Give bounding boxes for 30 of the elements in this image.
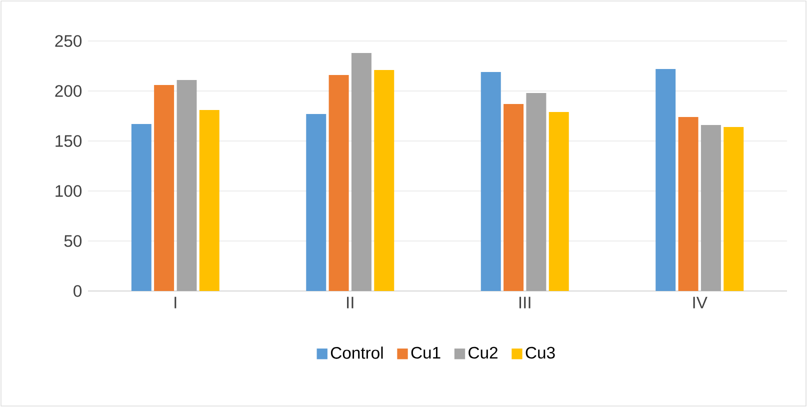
bar: [526, 92, 546, 291]
x-tick-label: IV: [693, 296, 708, 308]
x-tick-label: II: [347, 296, 354, 308]
bar: [374, 70, 394, 291]
bar: [351, 52, 372, 291]
y-tick-label: 100: [56, 185, 82, 197]
y-tick-label: 0: [74, 285, 82, 297]
bar: [504, 104, 524, 291]
bar: [724, 126, 744, 291]
bar: [480, 72, 501, 291]
y-tick-label: 150: [56, 135, 82, 147]
y-tick-label: 200: [55, 85, 82, 97]
bar: [548, 112, 569, 291]
bar: [131, 124, 152, 291]
x-tick-label: III: [519, 296, 530, 308]
y-tick-label: 50: [64, 235, 82, 247]
bar: [678, 116, 698, 291]
legend-label: Cu1: [411, 346, 440, 359]
bar: [154, 84, 174, 291]
bar: [328, 74, 349, 291]
bar: [656, 68, 676, 291]
bar: [199, 110, 220, 291]
bar: [176, 80, 197, 291]
bar: [700, 124, 721, 291]
legend-label: Cu3: [526, 346, 555, 359]
y-tick-label: 250: [55, 35, 82, 47]
legend-label: Cu2: [468, 346, 498, 359]
legend-label: Control: [330, 346, 383, 359]
x-tick-label: I: [174, 296, 176, 308]
bar: [306, 114, 326, 291]
